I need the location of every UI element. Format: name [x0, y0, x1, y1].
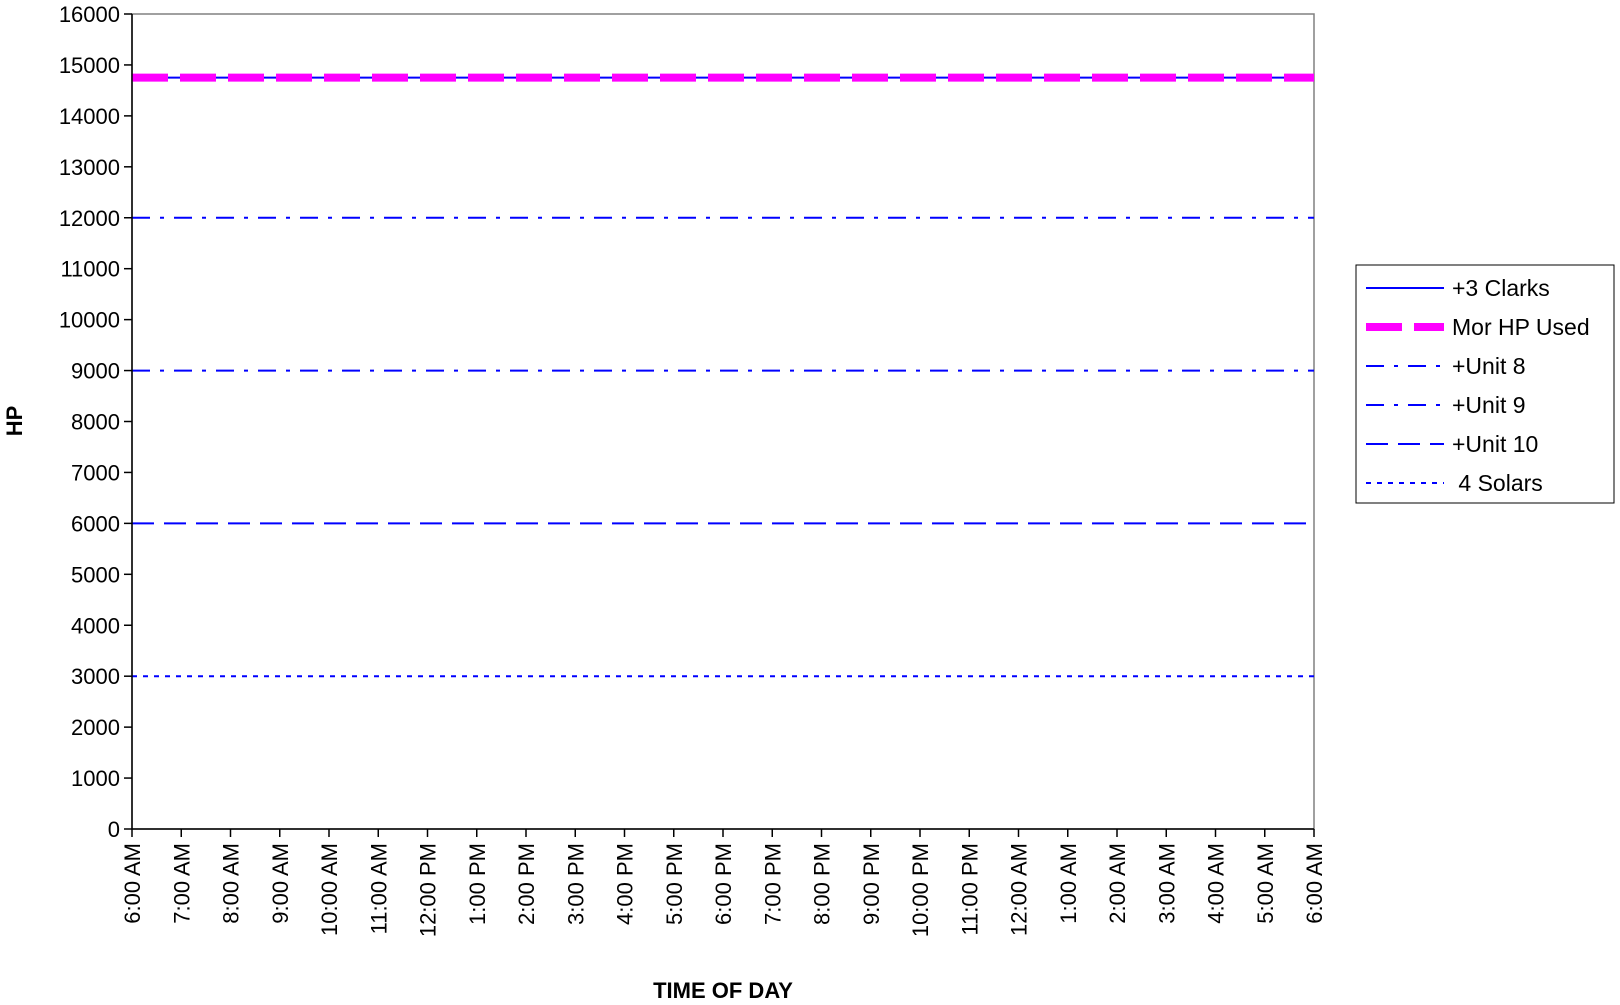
x-tick-label: 1:00 AM: [1056, 843, 1081, 924]
legend-label-5: 4 Solars: [1452, 470, 1543, 496]
x-tick-label: 7:00 AM: [169, 843, 194, 924]
x-tick-label: 12:00 PM: [416, 843, 441, 937]
legend-label-0: +3 Clarks: [1452, 275, 1550, 301]
x-tick-label: 1:00 PM: [465, 843, 490, 925]
x-tick-label: 8:00 AM: [219, 843, 244, 924]
y-axis-title: HP: [2, 406, 27, 437]
y-tick-label: 14000: [59, 104, 120, 129]
legend-label-2: +Unit 8: [1452, 353, 1526, 379]
y-axis-ticks: 0 1000 2000 3000 4000 5000 6000 7000 8000 9000 100…: [59, 2, 132, 842]
x-tick-label: 11:00 PM: [957, 843, 982, 936]
y-tick-label: 11000: [60, 257, 120, 282]
y-tick-label: 9000: [71, 359, 120, 384]
legend-box: [1355, 264, 1615, 504]
y-tick-label: 10000: [59, 308, 120, 333]
y-tick-label: 6000: [71, 511, 120, 536]
x-tick-label: 4:00 AM: [1204, 843, 1229, 924]
legend-label-3: +Unit 9: [1452, 392, 1526, 418]
x-tick-label: 9:00 AM: [268, 843, 293, 924]
y-tick-label: 15000: [59, 53, 120, 78]
plot-area: [131, 13, 1315, 830]
y-tick-label: 7000: [71, 460, 120, 485]
y-tick-label: 1000: [71, 766, 120, 791]
y-tick-label: 5000: [71, 562, 120, 587]
x-tick-label: 10:00 PM: [908, 843, 933, 937]
y-tick-label: 3000: [71, 664, 120, 689]
x-tick-label: 5:00 AM: [1253, 843, 1278, 924]
x-tick-label: 2:00 PM: [514, 843, 539, 925]
x-tick-label: 4:00 PM: [613, 843, 638, 925]
x-tick-label: 10:00 AM: [317, 843, 342, 936]
y-tick-label: 4000: [71, 613, 120, 638]
x-tick-label: 9:00 PM: [859, 843, 884, 925]
x-tick-label: 3:00 AM: [1154, 843, 1179, 924]
x-tick-label: 11:00 AM: [366, 843, 391, 934]
x-tick-label: 5:00 PM: [662, 843, 687, 925]
y-tick-label: 16000: [59, 2, 120, 27]
x-axis-ticks: 6:00 AM 7:00 AM 8:00 AM 9:00 AM 10:00 AM 11:0…: [120, 829, 1327, 937]
x-tick-label: 2:00 AM: [1105, 843, 1130, 924]
legend-label-4: +Unit 10: [1452, 431, 1538, 457]
y-tick-label: 0: [108, 817, 120, 842]
x-tick-label: 6:00 PM: [711, 843, 736, 925]
legend: +3 Clarks Mor HP Used +Unit 8 +Unit 9 +Unit …: [1355, 264, 1615, 504]
series-lines: [132, 73, 1314, 678]
y-tick-label: 13000: [59, 155, 120, 180]
legend-label-1: Mor HP Used: [1452, 314, 1590, 340]
y-tick-label: 8000: [71, 410, 120, 435]
x-tick-label: 6:00 AM: [120, 843, 145, 924]
x-tick-label: 8:00 PM: [810, 843, 835, 925]
x-tick-label: 3:00 PM: [563, 843, 588, 925]
x-axis-title: TIME OF DAY: [653, 978, 793, 1003]
y-tick-label: 2000: [71, 715, 120, 740]
x-tick-label: 7:00 PM: [760, 843, 785, 925]
x-tick-label: 12:00 AM: [1007, 843, 1032, 936]
x-tick-label: 6:00 AM: [1302, 843, 1327, 924]
y-tick-label: 12000: [59, 206, 120, 231]
